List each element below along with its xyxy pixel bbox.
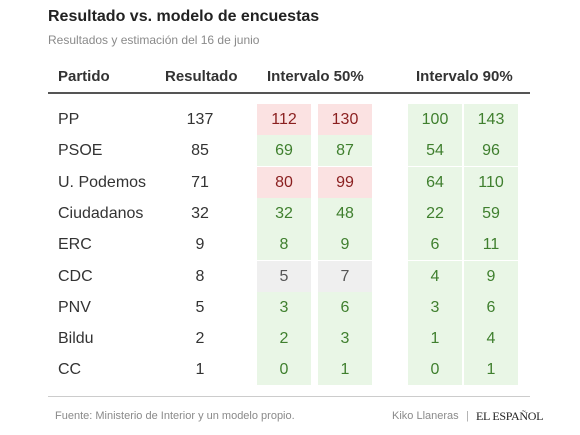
chart-title: Resultado vs. modelo de encuestas [48, 8, 320, 25]
interval-90-low: 1 [408, 323, 462, 355]
interval-90-high: 143 [464, 104, 518, 135]
interval-50-high: 99 [318, 166, 372, 198]
header-rule [48, 92, 530, 94]
party-name: CC [58, 361, 82, 379]
interval-90-low: 4 [408, 260, 462, 292]
chart-subtitle: Resultados y estimación del 16 de junio [48, 33, 260, 47]
header-intervalo-90: Intervalo 90% [416, 68, 513, 85]
interval-90-low: 64 [408, 166, 462, 198]
table-row: Ciudadanos 32 32 48 22 59 [0, 197, 580, 229]
result-value: 2 [195, 330, 205, 348]
interval-50-high: 9 [318, 229, 372, 261]
table-row: PNV 5 3 6 3 6 [0, 291, 580, 323]
interval-50-high: 6 [318, 291, 372, 323]
table-row: CC 1 0 1 0 1 [0, 354, 580, 386]
result-value: 9 [195, 236, 205, 254]
table-header: Partido Resultado Intervalo 50% Interval… [0, 68, 580, 90]
header-intervalo-50: Intervalo 50% [267, 68, 364, 85]
interval-50-high: 7 [318, 260, 372, 292]
author-credit: Kiko Llaneras [392, 410, 459, 422]
table-row: PSOE 85 69 87 54 96 [0, 135, 580, 167]
interval-90-low: 22 [408, 197, 462, 229]
result-value: 32 [191, 204, 209, 222]
interval-50-high: 3 [318, 323, 372, 355]
result-value: 1 [195, 361, 205, 379]
interval-50-high: 48 [318, 197, 372, 229]
party-name: ERC [58, 236, 92, 254]
party-name: Ciudadanos [58, 204, 144, 222]
table-row: CDC 8 5 7 4 9 [0, 260, 580, 292]
footer-separator: | [466, 410, 469, 422]
result-value: 137 [186, 111, 214, 128]
interval-90-low: 6 [408, 229, 462, 261]
brand-logo: EL ESPAÑOL [476, 409, 544, 423]
footer-rule [48, 396, 530, 397]
table-row: U. Podemos 71 80 99 64 110 [0, 166, 580, 198]
interval-90-high: 96 [464, 135, 518, 167]
interval-50-low: 3 [257, 291, 311, 323]
party-name: U. Podemos [58, 173, 147, 191]
party-name: Bildu [58, 330, 94, 348]
interval-50-low: 5 [257, 260, 311, 292]
party-name: PSOE [58, 142, 103, 160]
interval-90-high: 6 [464, 291, 518, 323]
interval-90-high: 110 [464, 166, 518, 198]
interval-50-high: 130 [318, 104, 372, 135]
interval-90-high: 59 [464, 197, 518, 229]
interval-90-high: 1 [464, 354, 518, 386]
result-value: 85 [191, 142, 209, 160]
interval-50-low: 8 [257, 229, 311, 261]
interval-50-low: 69 [257, 135, 311, 167]
interval-50-low: 80 [257, 166, 311, 198]
interval-90-low: 0 [408, 354, 462, 386]
result-value: 8 [195, 267, 205, 285]
table-row: PP 137 112 130 100 143 [0, 104, 580, 135]
party-name: PNV [58, 298, 91, 316]
party-name: CDC [58, 267, 93, 285]
interval-50-low: 112 [257, 104, 311, 135]
result-value: 71 [191, 173, 209, 191]
result-value: 5 [195, 298, 205, 316]
header-partido: Partido [58, 68, 110, 85]
interval-50-high: 87 [318, 135, 372, 167]
interval-90-high: 11 [464, 229, 518, 261]
source-note: Fuente: Ministerio de Interior y un mode… [55, 410, 295, 422]
party-name: PP [58, 111, 80, 128]
interval-50-low: 2 [257, 323, 311, 355]
interval-90-low: 54 [408, 135, 462, 167]
table-row: Bildu 2 2 3 1 4 [0, 323, 580, 355]
interval-90-high: 9 [464, 260, 518, 292]
interval-50-low: 32 [257, 197, 311, 229]
interval-90-high: 4 [464, 323, 518, 355]
interval-90-low: 3 [408, 291, 462, 323]
header-resultado: Resultado [165, 68, 238, 85]
interval-50-low: 0 [257, 354, 311, 386]
table-row: ERC 9 8 9 6 11 [0, 229, 580, 261]
interval-90-low: 100 [408, 104, 462, 135]
interval-50-high: 1 [318, 354, 372, 386]
